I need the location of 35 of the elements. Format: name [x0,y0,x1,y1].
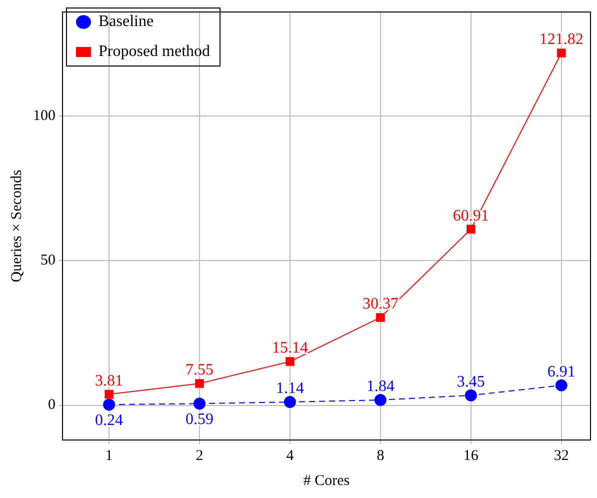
point [374,394,386,406]
point [103,398,116,411]
y-axis-title: Queries × Seconds [8,170,25,282]
data-label: 7.55 [186,362,214,379]
legend-label: Proposed method [98,43,210,60]
legend-label: Baseline [98,13,154,30]
x-axis-title: # Cores [303,472,350,489]
point [286,357,294,366]
data-label: 121.82 [539,31,584,48]
point [464,389,477,402]
x-tick-label: 8 [376,448,384,464]
point [555,379,568,392]
data-label: 1.14 [276,380,304,398]
y-tick-label: 0 [48,397,56,414]
data-label: 0.24 [95,412,124,429]
point [556,48,566,58]
data-label: 0.59 [186,410,214,428]
x-tick-label: 1 [105,448,113,464]
point [376,313,385,322]
point [466,224,476,234]
x-tick-label: 4 [286,448,294,464]
data-label: 3.81 [95,372,124,390]
data-label: 6.91 [547,364,576,381]
x-tick-label: 16 [463,448,479,464]
data-label: 3.45 [456,374,485,391]
point [104,390,114,399]
x-tick-label: 2 [196,448,204,464]
data-label: 15.14 [272,340,308,357]
point [194,398,206,410]
x-tick-label: 32 [554,448,569,464]
data-label: 1.84 [366,378,394,396]
y-tick-label: 100 [33,108,56,124]
point [195,379,204,388]
point [284,396,296,408]
y-tick-label: 50 [40,252,56,269]
